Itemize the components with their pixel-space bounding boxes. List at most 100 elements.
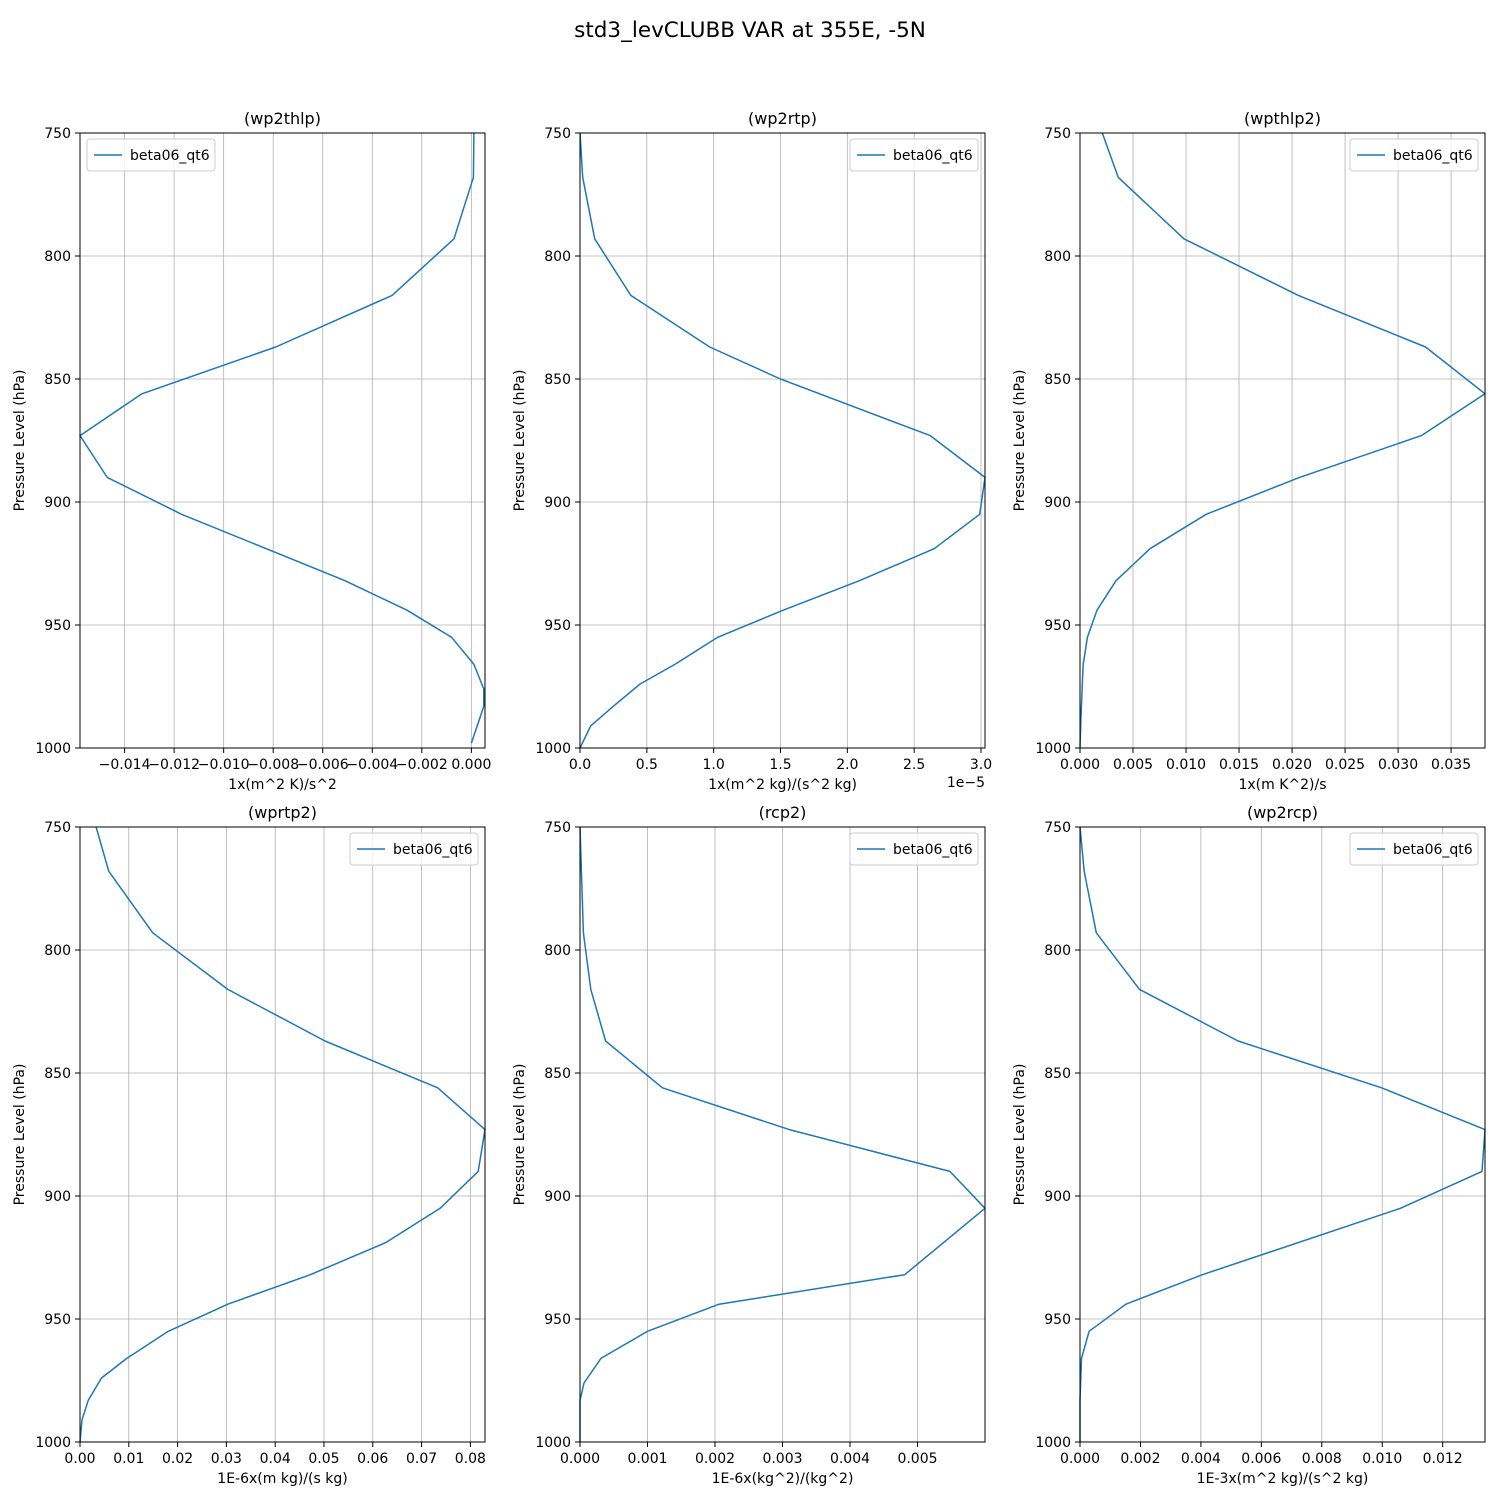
subplot-title: (wp2rtp) <box>748 109 817 128</box>
x-axis-label: 1E-6x(kg^2)/(kg^2) <box>712 1471 854 1487</box>
subplot-title: (wp2rcp) <box>1247 803 1318 822</box>
y-tick-label: 950 <box>44 618 71 634</box>
legend: beta06_qt6 <box>849 138 979 172</box>
y-axis-label: Pressure Level (hPa) <box>12 370 28 512</box>
x-tick-label: 0.035 <box>1431 757 1471 773</box>
x-tick-label: −0.014 <box>99 757 151 773</box>
subplot-5: 0.000 0.001 0.002 0.003 0.004 0.005 750 800 850 9… <box>512 803 986 1487</box>
x-tick-label: 2.5 <box>903 757 925 773</box>
x-axis-label: 1E-3x(m^2 kg)/(s^2 kg) <box>1197 1471 1369 1487</box>
legend: beta06_qt6 <box>86 138 216 172</box>
y-tick-label: 800 <box>44 249 71 265</box>
x-tick-label: 0.03 <box>211 1451 242 1467</box>
y-tick-label: 1000 <box>35 1435 71 1451</box>
legend-label: beta06_qt6 <box>393 842 473 858</box>
x-tick-label: 3.0 <box>970 757 992 773</box>
x-tick-label: −0.006 <box>297 757 349 773</box>
x-tick-label: 0.001 <box>627 1451 667 1467</box>
x-tick-label: 0.010 <box>1362 1451 1402 1467</box>
y-tick-label: 850 <box>44 372 71 388</box>
y-tick-label: 900 <box>44 1189 71 1205</box>
y-tick-label: 900 <box>1044 495 1071 511</box>
legend-box <box>1349 138 1479 172</box>
x-tick-label: 0.004 <box>1181 1451 1221 1467</box>
axes-frame <box>79 826 486 1443</box>
series-line-beta06_qt6 <box>579 826 986 1442</box>
x-tick-label: 1.0 <box>703 757 725 773</box>
x-tick-label: 0.0 <box>569 757 591 773</box>
subplot-4: 0.00 0.01 0.02 0.03 0.04 0.05 0.06 0.07 0.08 750 8… <box>12 803 486 1487</box>
y-axis-label: Pressure Level (hPa) <box>512 1064 528 1206</box>
x-tick-label: 0.07 <box>406 1451 437 1467</box>
y-tick-label: 850 <box>544 372 571 388</box>
subplot-6: 0.000 0.002 0.004 0.006 0.008 0.010 0.012 750 80… <box>1012 803 1486 1487</box>
legend-label: beta06_qt6 <box>130 148 210 164</box>
legend-label: beta06_qt6 <box>1393 842 1473 858</box>
y-tick-label: 950 <box>544 1312 571 1328</box>
y-tick-label: 750 <box>44 820 71 836</box>
x-tick-label: 0.00 <box>64 1451 95 1467</box>
legend: beta06_qt6 <box>849 832 979 866</box>
x-tick-label: 0.000 <box>1060 1451 1100 1467</box>
y-tick-label: 900 <box>1044 1189 1071 1205</box>
y-tick-label: 900 <box>44 495 71 511</box>
x-tick-label: 0.030 <box>1378 757 1418 773</box>
subplot-title: (wpthlp2) <box>1244 109 1321 128</box>
legend-box <box>849 832 979 866</box>
x-tick-label: 0.04 <box>260 1451 291 1467</box>
y-tick-label: 1000 <box>35 741 71 757</box>
axes-frame <box>579 132 986 749</box>
y-axis-label: Pressure Level (hPa) <box>1012 1064 1028 1206</box>
y-tick-label: 950 <box>1044 1312 1071 1328</box>
x-tick-label: −0.012 <box>148 757 200 773</box>
y-tick-label: 1000 <box>535 741 571 757</box>
subplot-3: 0.000 0.005 0.010 0.015 0.020 0.025 0.030 0.035… <box>1012 109 1486 793</box>
x-tick-label: −0.010 <box>198 757 250 773</box>
x-axis-label: 1x(m K^2)/s <box>1238 777 1326 793</box>
axes-frame <box>579 826 986 1443</box>
y-tick-label: 750 <box>1044 126 1071 142</box>
y-tick-label: 850 <box>1044 372 1071 388</box>
x-tick-label: −0.002 <box>396 757 448 773</box>
y-tick-label: 850 <box>44 1066 71 1082</box>
x-axis-label: 1x(m^2 K)/s^2 <box>228 777 337 793</box>
subplot-grid: −0.014−0.012−0.010−0.008−0.006−0.004−0.0… <box>12 109 1486 1487</box>
y-tick-label: 750 <box>44 126 71 142</box>
x-tick-label: 0.003 <box>762 1451 802 1467</box>
x-tick-label: 0.005 <box>897 1451 937 1467</box>
y-tick-label: 950 <box>1044 618 1071 634</box>
x-tick-label: 0.002 <box>1120 1451 1160 1467</box>
x-tick-label: 0.012 <box>1423 1451 1463 1467</box>
series-line-beta06_qt6 <box>579 132 986 749</box>
y-tick-label: 1000 <box>1035 1435 1071 1451</box>
y-axis-label: Pressure Level (hPa) <box>1012 370 1028 512</box>
x-tick-label: 0.08 <box>455 1451 486 1467</box>
y-tick-label: 1000 <box>1035 741 1071 757</box>
x-tick-label: −0.004 <box>346 757 398 773</box>
x-tick-label: 0.000 <box>1060 757 1100 773</box>
y-tick-label: 900 <box>544 495 571 511</box>
legend-label: beta06_qt6 <box>893 148 973 164</box>
subplot-2: 0.0 0.5 1.0 1.5 2.0 2.5 3.0 750 800 850 900 950 1000… <box>512 109 992 793</box>
x-tick-label: 0.000 <box>560 1451 600 1467</box>
x-tick-label: 0.05 <box>308 1451 339 1467</box>
y-tick-label: 750 <box>544 126 571 142</box>
subplot-title: (wprtp2) <box>248 803 317 822</box>
series-line-beta06_qt6 <box>1079 132 1486 749</box>
legend-label: beta06_qt6 <box>1393 148 1473 164</box>
series-line-beta06_qt6 <box>1079 826 1486 1442</box>
x-tick-label: 0.015 <box>1219 757 1259 773</box>
x-tick-label: 1.5 <box>769 757 791 773</box>
legend-label: beta06_qt6 <box>893 842 973 858</box>
x-tick-label: 0.004 <box>830 1451 870 1467</box>
x-tick-label: 0.01 <box>113 1451 144 1467</box>
series-line-beta06_qt6 <box>79 826 486 1443</box>
axes-frame <box>1079 132 1486 749</box>
x-tick-label: 0.010 <box>1166 757 1206 773</box>
legend: beta06_qt6 <box>349 832 479 866</box>
y-tick-label: 900 <box>544 1189 571 1205</box>
axes-frame <box>1079 826 1486 1443</box>
subplot-title: (wp2thlp) <box>244 109 321 128</box>
y-axis-label: Pressure Level (hPa) <box>512 370 528 512</box>
